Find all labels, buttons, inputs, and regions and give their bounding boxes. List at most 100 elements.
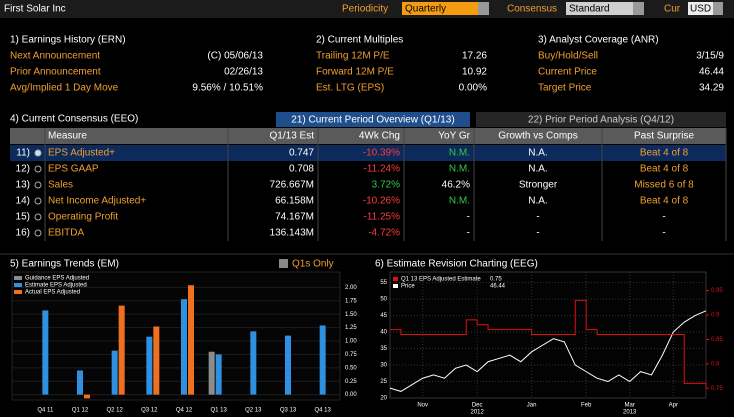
x-tick-label: Q1 13	[210, 408, 227, 414]
info-label: Trailing 12M P/E	[316, 51, 390, 62]
info-value: 17.26	[462, 51, 487, 62]
radio[interactable]	[34, 165, 42, 173]
bar	[77, 370, 83, 395]
table-cell: N.A.	[528, 196, 547, 207]
y-tick-label: 45	[380, 313, 387, 319]
periodicity-dropdown[interactable]	[402, 2, 478, 15]
y-tick-label: 0.50	[345, 365, 357, 371]
table-cell: -	[536, 228, 539, 239]
info-label: Est. LTG (EPS)	[316, 83, 384, 94]
x-tick-label: Q2 12	[106, 408, 123, 414]
info-label: Target Price	[538, 83, 592, 94]
x-tick-label: Feb	[581, 403, 592, 409]
column-header: 4Wk Chg	[359, 131, 400, 142]
column-header: Past Surprise	[634, 131, 694, 142]
y-tick-label: 55	[380, 280, 387, 286]
consensus-dropdown[interactable]	[566, 2, 633, 15]
bar	[118, 305, 125, 395]
x-tick-label: Dec	[472, 403, 483, 409]
y-tick-label: 1.00	[345, 339, 357, 345]
table-cell: Missed 6 of 8	[634, 180, 694, 191]
radio[interactable]	[34, 181, 42, 189]
consensus-label: Consensus	[507, 4, 557, 15]
info-value: 0.00%	[459, 83, 487, 94]
radio[interactable]	[34, 213, 42, 221]
x-tick-label: Q2 13	[245, 408, 262, 414]
x-tick-label: Jan	[527, 403, 537, 409]
consensus-value: Standard	[569, 4, 610, 15]
table-cell: -10.39%	[363, 148, 400, 159]
section-title: 2) Current Multiples	[316, 35, 403, 46]
bar	[84, 394, 90, 399]
table-cell: Sales	[48, 180, 73, 191]
row-index: 15)	[16, 212, 30, 223]
info-value: 3/15/9	[696, 51, 724, 62]
legend-label: Actual EPS Adjusted	[25, 290, 80, 296]
y-tick-label: 50	[380, 297, 387, 303]
cur-value: USD	[690, 4, 711, 15]
row-index: 16)	[16, 228, 30, 239]
cur-dropdown[interactable]	[688, 2, 713, 15]
bar	[250, 331, 257, 395]
year-label: 2013	[623, 410, 637, 416]
y-tick-label: 30	[380, 363, 387, 369]
periodicity-label: Periodicity	[342, 4, 388, 15]
x-tick-label: Q1 12	[72, 408, 89, 414]
info-label: Next Announcement	[10, 51, 100, 62]
table-cell: N.A.	[528, 148, 547, 159]
radio[interactable]	[34, 149, 42, 157]
periodicity-value: Quarterly	[405, 4, 446, 15]
tab-label: 22) Prior Period Analysis (Q4/12)	[528, 115, 674, 126]
radio[interactable]	[34, 229, 42, 237]
y-tick-label: 0.75	[345, 352, 357, 358]
table-cell: -11.25%	[363, 212, 400, 223]
legend-label: Q1 13 EPS Adjusted Estimate	[401, 277, 481, 283]
y2-tick-label: 0.85	[711, 337, 723, 343]
dropdown-arrow[interactable]	[713, 2, 723, 15]
table-cell: -4.72%	[368, 228, 400, 239]
radio[interactable]	[34, 197, 42, 205]
column-header: Q1/13 Est	[270, 131, 315, 142]
x-tick-label: Q3 13	[280, 408, 297, 414]
column-header: YoY Gr	[438, 131, 470, 142]
table-cell: EBITDA	[48, 228, 84, 239]
info-label: Buy/Hold/Sell	[538, 51, 598, 62]
y2-tick-label: 0.75	[711, 386, 723, 392]
dropdown-arrow[interactable]	[478, 2, 489, 15]
row-index: 14)	[16, 196, 30, 207]
table-cell: 74.167M	[275, 212, 314, 223]
table-cell: EPS Adjusted+	[48, 148, 115, 159]
y-tick-label: 0.25	[345, 379, 357, 385]
bar	[215, 354, 222, 395]
bar	[181, 299, 187, 395]
x-tick-label: Q4 12	[176, 408, 193, 414]
checkbox[interactable]	[279, 259, 288, 268]
legend-label: Estimate EPS Adjusted	[25, 283, 87, 289]
x-tick-label: Mar	[625, 403, 635, 409]
dropdown-arrow[interactable]	[633, 2, 644, 15]
bar	[153, 326, 160, 395]
section-title: 3) Analyst Coverage (ANR)	[538, 35, 659, 46]
bar	[285, 335, 291, 395]
row-highlight	[10, 145, 726, 161]
table-cell: -11.24%	[363, 164, 400, 175]
tab[interactable]	[276, 112, 470, 127]
y-tick-label: 40	[380, 330, 387, 336]
table-cell: 136.143M	[270, 228, 314, 239]
y-tick-label: 0.00	[345, 392, 357, 398]
y-tick-label: 20	[380, 396, 387, 402]
y-tick-label: 1.25	[345, 325, 357, 331]
tab[interactable]	[476, 112, 726, 127]
table-cell: 0.747	[289, 148, 314, 159]
bar	[146, 336, 153, 395]
series-line	[390, 299, 707, 389]
info-value: 02/26/13	[224, 67, 263, 78]
section-title: 4) Current Consensus (EEO)	[10, 114, 138, 125]
table-cell: Operating Profit	[48, 212, 118, 223]
legend-swatch	[14, 276, 22, 280]
info-label: Current Price	[538, 67, 597, 78]
legend-swatch	[14, 283, 22, 287]
table-cell: -	[662, 212, 665, 223]
row-index: 12)	[16, 164, 30, 175]
x-tick-label: Q3 12	[141, 408, 158, 414]
